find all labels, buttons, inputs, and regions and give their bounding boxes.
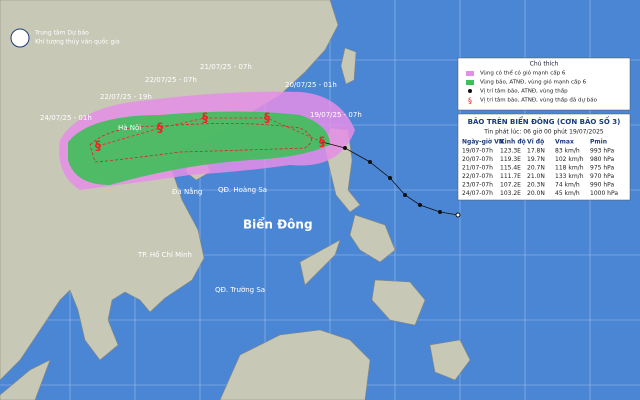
place-label: TP. Hồ Chí Minh xyxy=(137,251,192,259)
legend-swatch: § xyxy=(468,97,472,106)
table-cell: 23/07-07h xyxy=(462,182,493,189)
table-cell: 103.2E xyxy=(500,190,521,197)
info-box xyxy=(457,113,631,201)
table-header: Ngày-giờ VN xyxy=(462,139,504,146)
table-header: Kinh độ xyxy=(500,139,526,146)
forecast-track xyxy=(97,117,323,147)
place-label: QĐ. Hoàng Sa xyxy=(218,186,267,194)
agency-name: Trung tâm Dự báo xyxy=(34,30,89,37)
table-cell: 1000 hPa xyxy=(590,190,618,197)
legend-title: Chú thích xyxy=(530,61,559,68)
table-cell: 119.3E xyxy=(500,156,521,163)
legend-swatch xyxy=(466,71,474,76)
legend-item: Vị trí tâm bão, ATNĐ, vùng thấp xyxy=(480,88,568,95)
svg-text:§: § xyxy=(95,139,101,153)
sea-label: Biển Đông xyxy=(243,217,313,232)
table-cell: 980 hPa xyxy=(590,156,615,163)
table-cell: 45 km/h xyxy=(555,190,580,197)
place-label: QĐ. Trường Sa xyxy=(215,286,265,294)
table-cell: 21/07-07h xyxy=(462,165,493,172)
table-cell: 20.3N xyxy=(527,182,545,189)
legend-item: Vùng bão, ATNĐ, vùng gió mạnh cấp 6 xyxy=(480,79,587,86)
table-header: Vĩ độ xyxy=(527,139,544,146)
table-cell: 24/07-07h xyxy=(462,190,493,197)
strong-wind-zone xyxy=(68,111,330,185)
legend-item: Vị trí tâm bão, ATNĐ, vùng thấp đã dự bá… xyxy=(480,97,598,104)
info-title: BÃO TRÊN BIỂN ĐÔNG (CƠN BÃO SỐ 3) xyxy=(468,116,621,126)
time-label: 21/07/25 - 07h xyxy=(200,63,252,71)
table-cell: 102 km/h xyxy=(555,156,584,163)
legend-box xyxy=(457,57,631,111)
table-cell: 20.7N xyxy=(527,165,545,172)
table-cell: 22/07-07h xyxy=(462,173,493,180)
table-cell: 975 hPa xyxy=(590,165,615,172)
table-cell: 133 km/h xyxy=(555,173,584,180)
table-cell: 19/07-07h xyxy=(462,148,493,155)
table-cell: 20/07-07h xyxy=(462,156,493,163)
legend-swatch xyxy=(468,89,472,93)
table-cell: 21.0N xyxy=(527,173,545,180)
danger-zone xyxy=(89,123,312,163)
table-cell: 970 hPa xyxy=(590,173,615,180)
time-label: 19/07/25 - 07h xyxy=(310,111,362,119)
svg-text:§: § xyxy=(202,111,208,125)
table-cell: 107.2E xyxy=(500,182,521,189)
table-cell: 19.7N xyxy=(527,156,545,163)
table-header: Vmax xyxy=(555,139,574,146)
table-cell: 83 km/h xyxy=(555,148,580,155)
time-label: 22/07/25 - 19h xyxy=(100,93,152,101)
time-label: 22/07/25 - 07h xyxy=(145,76,197,84)
table-cell: 17.8N xyxy=(527,148,545,155)
legend-item: Vùng có thể có gió mạnh cấp 6 xyxy=(480,70,566,77)
svg-text:§: § xyxy=(157,121,163,135)
place-label: Hà Nội xyxy=(118,124,141,132)
table-cell: 118 km/h xyxy=(555,165,584,172)
table-cell: 20.0N xyxy=(527,190,545,197)
time-label: 20/07/25 - 01h xyxy=(285,81,337,89)
place-label: Đà Nẵng xyxy=(172,187,202,196)
past-track xyxy=(321,141,459,216)
legend-swatch xyxy=(466,80,474,85)
table-cell: 990 hPa xyxy=(590,182,615,189)
svg-text:§: § xyxy=(319,135,325,149)
storm-icons: § § § § § xyxy=(95,111,325,153)
svg-text:§: § xyxy=(264,111,270,125)
agency-name: Khí tượng thủy văn quốc gia xyxy=(35,39,120,46)
agency-logo xyxy=(10,28,30,48)
table-cell: 993 hPa xyxy=(590,148,615,155)
table-cell: 115.4E xyxy=(500,165,521,172)
table-cell: 123.3E xyxy=(500,148,521,155)
info-subtitle: Tin phát lúc: 06 giờ 00 phút 19/07/2025 xyxy=(483,129,604,136)
table-header: Pmin xyxy=(590,139,607,146)
time-label: 24/07/25 - 01h xyxy=(40,114,92,122)
table-cell: 74 km/h xyxy=(555,182,580,189)
past-positions xyxy=(343,146,461,218)
table-cell: 111.7E xyxy=(500,173,521,180)
